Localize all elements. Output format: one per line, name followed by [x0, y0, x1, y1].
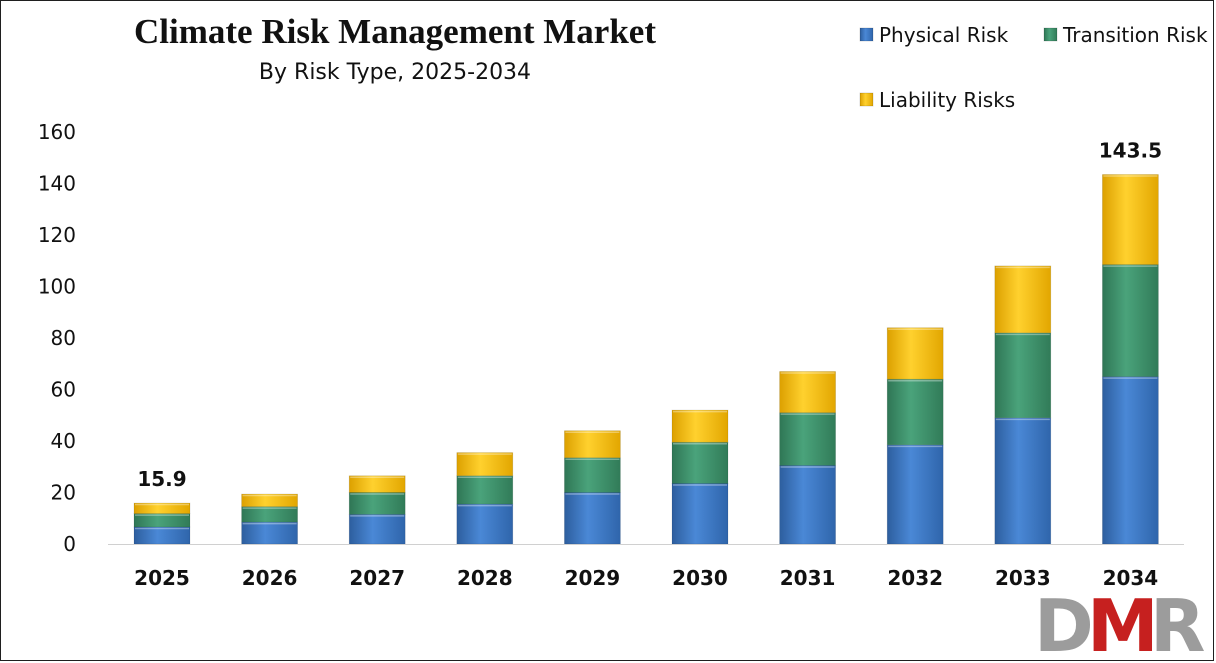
bar-transition-risk-2026 — [241, 506, 299, 523]
bar-stack-2026 — [241, 493, 299, 545]
bar-transition-risk-2028 — [456, 475, 514, 505]
bar-physical-risk-2030 — [671, 483, 729, 545]
bar-physical-risk-2033 — [994, 417, 1052, 545]
y-tick-label: 20 — [51, 481, 76, 505]
legend-swatch-transition-risk — [1043, 27, 1058, 42]
bar-physical-risk-2028 — [456, 503, 514, 545]
bar-stack-2025 — [133, 502, 191, 545]
x-tick-label: 2031 — [780, 566, 836, 590]
bar-stack-2027 — [348, 475, 406, 545]
bar-liability-risks-2028 — [456, 452, 514, 477]
chart-title: Climate Risk Management Market — [134, 12, 656, 51]
x-tick-label: 2034 — [1103, 566, 1159, 590]
bar-physical-risk-2031 — [779, 465, 836, 545]
bar-stack-2029 — [564, 430, 621, 545]
bar-stack-2030 — [671, 409, 729, 545]
bar-liability-risks-2025 — [133, 502, 191, 515]
bar-stack-2033 — [994, 265, 1052, 545]
bar-physical-risk-2034 — [1102, 376, 1159, 545]
logo-letter-r: R — [1150, 584, 1205, 663]
y-tick-label: 40 — [51, 429, 76, 453]
bar-transition-risk-2034 — [1102, 264, 1159, 378]
bar-physical-risk-2027 — [348, 513, 406, 545]
bar-liability-risks-2031 — [779, 371, 836, 414]
legend-label-liability-risks: Liability Risks — [879, 88, 1015, 112]
bar-transition-risk-2031 — [779, 412, 836, 466]
bar-transition-risk-2030 — [671, 441, 729, 484]
y-axis: 0 20 40 60 80 100 120 140 160 — [38, 120, 76, 556]
chart-subtitle: By Risk Type, 2025-2034 — [259, 60, 531, 85]
x-tick-label: 2028 — [457, 566, 513, 590]
y-tick-label: 100 — [38, 275, 76, 299]
x-tick-label: 2033 — [995, 566, 1051, 590]
legend-swatch-liability-risks — [859, 92, 874, 107]
data-labels: 15.9 143.5 — [137, 138, 1162, 491]
logo-letter-d: D — [1034, 584, 1094, 663]
bar-stacks — [133, 174, 1159, 545]
x-tick-label: 2032 — [887, 566, 943, 590]
dmr-logo: DMR — [1034, 584, 1205, 663]
bar-transition-risk-2029 — [564, 457, 621, 493]
bar-stack-2031 — [779, 371, 836, 545]
bar-liability-risks-2032 — [886, 327, 944, 380]
x-tick-label: 2029 — [565, 566, 621, 590]
x-tick-label: 2026 — [242, 566, 298, 590]
bar-transition-risk-2027 — [348, 492, 406, 515]
y-tick-label: 0 — [63, 532, 76, 556]
y-tick-label: 140 — [38, 172, 76, 196]
y-tick-label: 120 — [38, 223, 76, 247]
y-tick-label: 160 — [38, 120, 76, 144]
bar-physical-risk-2029 — [564, 492, 621, 545]
bar-liability-risks-2029 — [564, 430, 621, 459]
legend-swatch-physical-risk — [859, 27, 874, 42]
data-label-2034: 143.5 — [1099, 138, 1162, 162]
bar-physical-risk-2026 — [241, 521, 299, 545]
bar-physical-risk-2025 — [133, 526, 191, 545]
x-tick-label: 2027 — [349, 566, 405, 590]
chart-legend: Physical Risk Transition Risk Liability Ri… — [859, 23, 1208, 112]
legend-item-transition-risk: Transition Risk — [1043, 23, 1208, 47]
bar-liability-risks-2033 — [994, 265, 1052, 334]
bar-stack-2034 — [1102, 174, 1159, 545]
bar-liability-risks-2026 — [241, 493, 299, 508]
bar-stack-2032 — [886, 327, 944, 545]
bar-liability-risks-2027 — [348, 475, 406, 493]
bar-liability-risks-2030 — [671, 409, 729, 443]
bar-transition-risk-2032 — [886, 378, 944, 446]
y-tick-label: 60 — [51, 378, 76, 402]
legend-label-transition-risk: Transition Risk — [1062, 23, 1208, 47]
bar-liability-risks-2034 — [1102, 174, 1159, 266]
bar-transition-risk-2033 — [994, 332, 1052, 419]
y-tick-label: 80 — [51, 326, 76, 350]
legend-label-physical-risk: Physical Risk — [879, 23, 1009, 47]
legend-item-physical-risk: Physical Risk — [859, 23, 1009, 47]
bar-physical-risk-2032 — [886, 444, 944, 545]
logo-letter-m: M — [1087, 584, 1159, 663]
data-label-2025: 15.9 — [137, 467, 186, 491]
x-tick-label: 2030 — [672, 566, 728, 590]
bar-stack-2028 — [456, 452, 514, 545]
x-tick-label: 2025 — [134, 566, 190, 590]
x-axis: 2025 2026 2027 2028 2029 2030 2031 2032 2033 2034 — [108, 544, 1184, 590]
legend-item-liability-risks: Liability Risks — [859, 88, 1015, 112]
